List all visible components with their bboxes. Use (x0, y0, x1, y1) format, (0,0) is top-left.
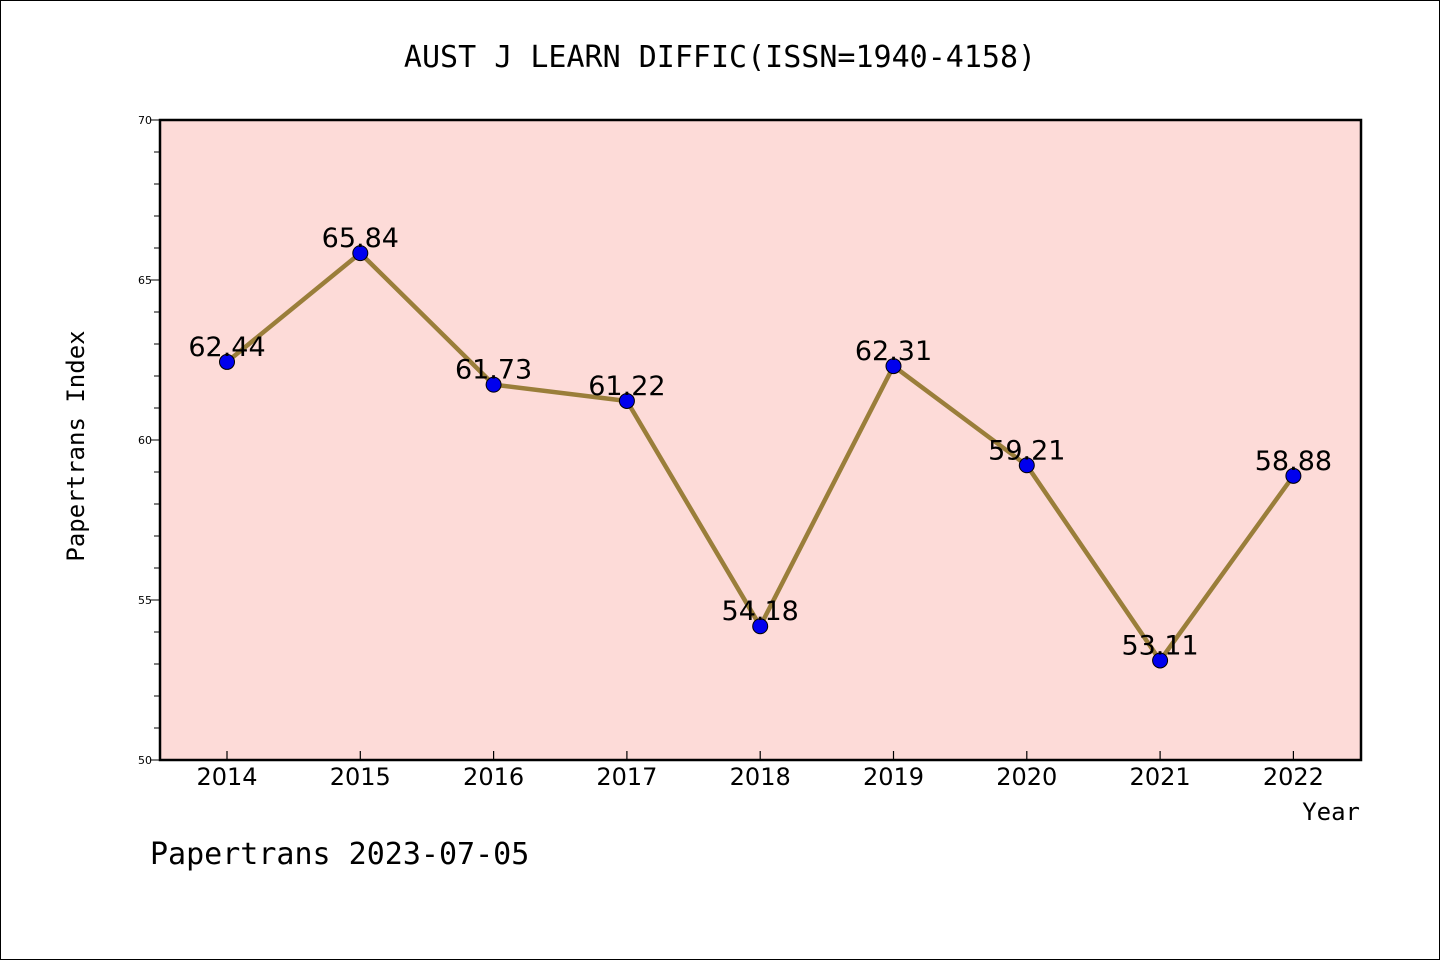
chart-title: AUST J LEARN DIFFIC(ISSN=1940-4158) (404, 40, 1036, 75)
data-label: 61.73 (455, 355, 532, 386)
y-tick-label: 55 (138, 594, 152, 607)
y-tick-label: 60 (138, 434, 152, 447)
data-point (219, 353, 235, 370)
data-point (352, 245, 369, 262)
data-point (618, 392, 635, 409)
y-axis-label: Papertrans Index (62, 330, 90, 561)
data-point (885, 358, 902, 375)
data-point (1285, 467, 1302, 484)
x-tick-label: 2017 (596, 763, 657, 791)
footer-text: Papertrans 2023-07-05 (150, 837, 529, 872)
data-label: 59.21 (988, 435, 1065, 466)
data-label: 54.18 (722, 596, 799, 627)
data-point (752, 618, 769, 635)
y-tick-label: 50 (138, 754, 152, 767)
x-tick-label: 2022 (1263, 763, 1324, 791)
data-point (1018, 457, 1035, 474)
data-point (485, 376, 502, 393)
x-tick-label: 2019 (863, 763, 924, 791)
data-label: 62.44 (188, 332, 265, 363)
x-axis: 2014 2015 2016 2017 2018 2019 2020 2021 2022 (196, 751, 1324, 791)
y-tick-label: 65 (138, 274, 152, 287)
data-point (1152, 652, 1169, 669)
data-label: 58.88 (1255, 446, 1332, 477)
x-tick-label: 2018 (730, 763, 791, 791)
data-label: 62.31 (855, 336, 932, 367)
data-label: 61.22 (588, 371, 665, 402)
x-tick-label: 2020 (996, 763, 1057, 791)
x-tick-label: 2016 (463, 763, 524, 791)
series-layer: 62.44 65.84 61.73 61.22 54.18 62.31 59.21 53.11… (188, 223, 1332, 669)
data-label: 53.11 (1121, 630, 1198, 661)
x-tick-label: 2021 (1130, 763, 1191, 791)
y-tick-label: 70 (138, 114, 152, 127)
x-tick-label: 2014 (196, 763, 257, 791)
y-axis: 50 55 60 65 70 (138, 114, 160, 767)
data-label: 65.84 (322, 223, 399, 254)
plot-area (158, 118, 1363, 762)
x-axis-label: Year (1302, 798, 1360, 826)
x-tick-label: 2015 (330, 763, 391, 791)
